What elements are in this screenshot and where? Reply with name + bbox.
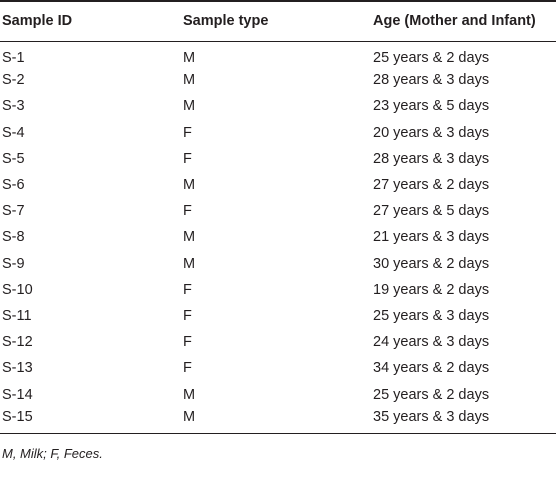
- cell-sample-type: M: [183, 98, 196, 115]
- table-header: Sample ID Sample type Age (Mother and In…: [0, 1, 556, 41]
- cell-sample-id: S-6: [2, 177, 25, 194]
- table-row: S-13 F 34 years & 2 days: [0, 355, 556, 381]
- header-row: Sample ID Sample type Age (Mother and In…: [0, 1, 556, 41]
- cell-age: 28 years & 3 days: [373, 72, 490, 89]
- cell-age: 20 years & 3 days: [373, 124, 490, 141]
- table-row: S-4 F 20 years & 3 days: [0, 120, 556, 146]
- cell-sample-id: S-13: [2, 360, 33, 377]
- cell-age: 27 years & 5 days: [373, 203, 490, 220]
- cell-sample-id: S-15: [2, 408, 33, 425]
- sample-table-container: Sample ID Sample type Age (Mother and In…: [0, 1, 556, 462]
- cell-sample-type: M: [183, 229, 196, 246]
- cell-age: 25 years & 3 days: [373, 307, 490, 324]
- table-body: S-1 M 25 years & 2 days S-2 M 28 years & 3 da…: [0, 41, 556, 434]
- cell-sample-id: S-4: [2, 124, 25, 141]
- cell-sample-id: S-1: [2, 49, 25, 66]
- table-row: S-10 F 19 years & 2 days: [0, 277, 556, 303]
- cell-age: 23 years & 5 days: [373, 98, 490, 115]
- cell-sample-id: S-7: [2, 203, 25, 220]
- cell-sample-id: S-10: [2, 281, 33, 298]
- cell-sample-type: M: [183, 49, 196, 66]
- table-row: S-9 M 30 years & 2 days: [0, 251, 556, 277]
- sample-table: Sample ID Sample type Age (Mother and In…: [0, 1, 556, 434]
- cell-sample-id: S-11: [2, 307, 32, 324]
- table-row: S-6 M 27 years & 2 days: [0, 172, 556, 198]
- cell-sample-type: F: [183, 281, 192, 298]
- cell-sample-type: F: [183, 334, 192, 351]
- cell-sample-id: S-14: [2, 386, 33, 403]
- cell-age: 27 years & 2 days: [373, 177, 490, 194]
- cell-age: 35 years & 3 days: [373, 408, 490, 425]
- cell-sample-id: S-3: [2, 98, 25, 115]
- cell-age: 24 years & 3 days: [373, 334, 490, 351]
- cell-sample-id: S-9: [2, 255, 25, 272]
- cell-sample-type: M: [183, 177, 196, 194]
- cell-sample-type: F: [183, 203, 192, 220]
- cell-sample-type: M: [183, 386, 196, 403]
- header-sample-type: Sample type: [183, 13, 269, 30]
- table-row: S-11 F 25 years & 3 days: [0, 303, 556, 329]
- table-row: S-3 M 23 years & 5 days: [0, 93, 556, 119]
- table-row: S-15 M 35 years & 3 days: [0, 408, 556, 434]
- table-footnote: M, Milk; F, Feces.: [2, 446, 103, 462]
- cell-age: 25 years & 2 days: [373, 386, 490, 403]
- cell-age: 34 years & 2 days: [373, 360, 490, 377]
- cell-sample-id: S-5: [2, 150, 25, 167]
- cell-sample-id: S-12: [2, 334, 33, 351]
- cell-sample-type: M: [183, 72, 196, 89]
- cell-sample-id: S-8: [2, 229, 25, 246]
- header-sample-id: Sample ID: [2, 13, 73, 30]
- cell-age: 21 years & 3 days: [373, 229, 490, 246]
- table-row: S-5 F 28 years & 3 days: [0, 146, 556, 172]
- cell-sample-type: F: [183, 124, 192, 141]
- header-age: Age (Mother and Infant): [373, 13, 536, 30]
- table-row: S-14 M 25 years & 2 days: [0, 381, 556, 407]
- cell-age: 19 years & 2 days: [373, 281, 490, 298]
- table-row: S-12 F 24 years & 3 days: [0, 329, 556, 355]
- table-row: S-1 M 25 years & 2 days: [0, 41, 556, 67]
- cell-age: 25 years & 2 days: [373, 49, 490, 66]
- table-row: S-8 M 21 years & 3 days: [0, 224, 556, 250]
- cell-sample-type: F: [183, 307, 192, 324]
- table-row: S-2 M 28 years & 3 days: [0, 67, 556, 93]
- cell-sample-type: M: [183, 408, 196, 425]
- cell-sample-type: F: [183, 150, 192, 167]
- cell-age: 28 years & 3 days: [373, 150, 490, 167]
- cell-sample-id: S-2: [2, 72, 25, 89]
- table-row: S-7 F 27 years & 5 days: [0, 198, 556, 224]
- cell-age: 30 years & 2 days: [373, 255, 490, 272]
- cell-sample-type: F: [183, 360, 192, 377]
- cell-sample-type: M: [183, 255, 196, 272]
